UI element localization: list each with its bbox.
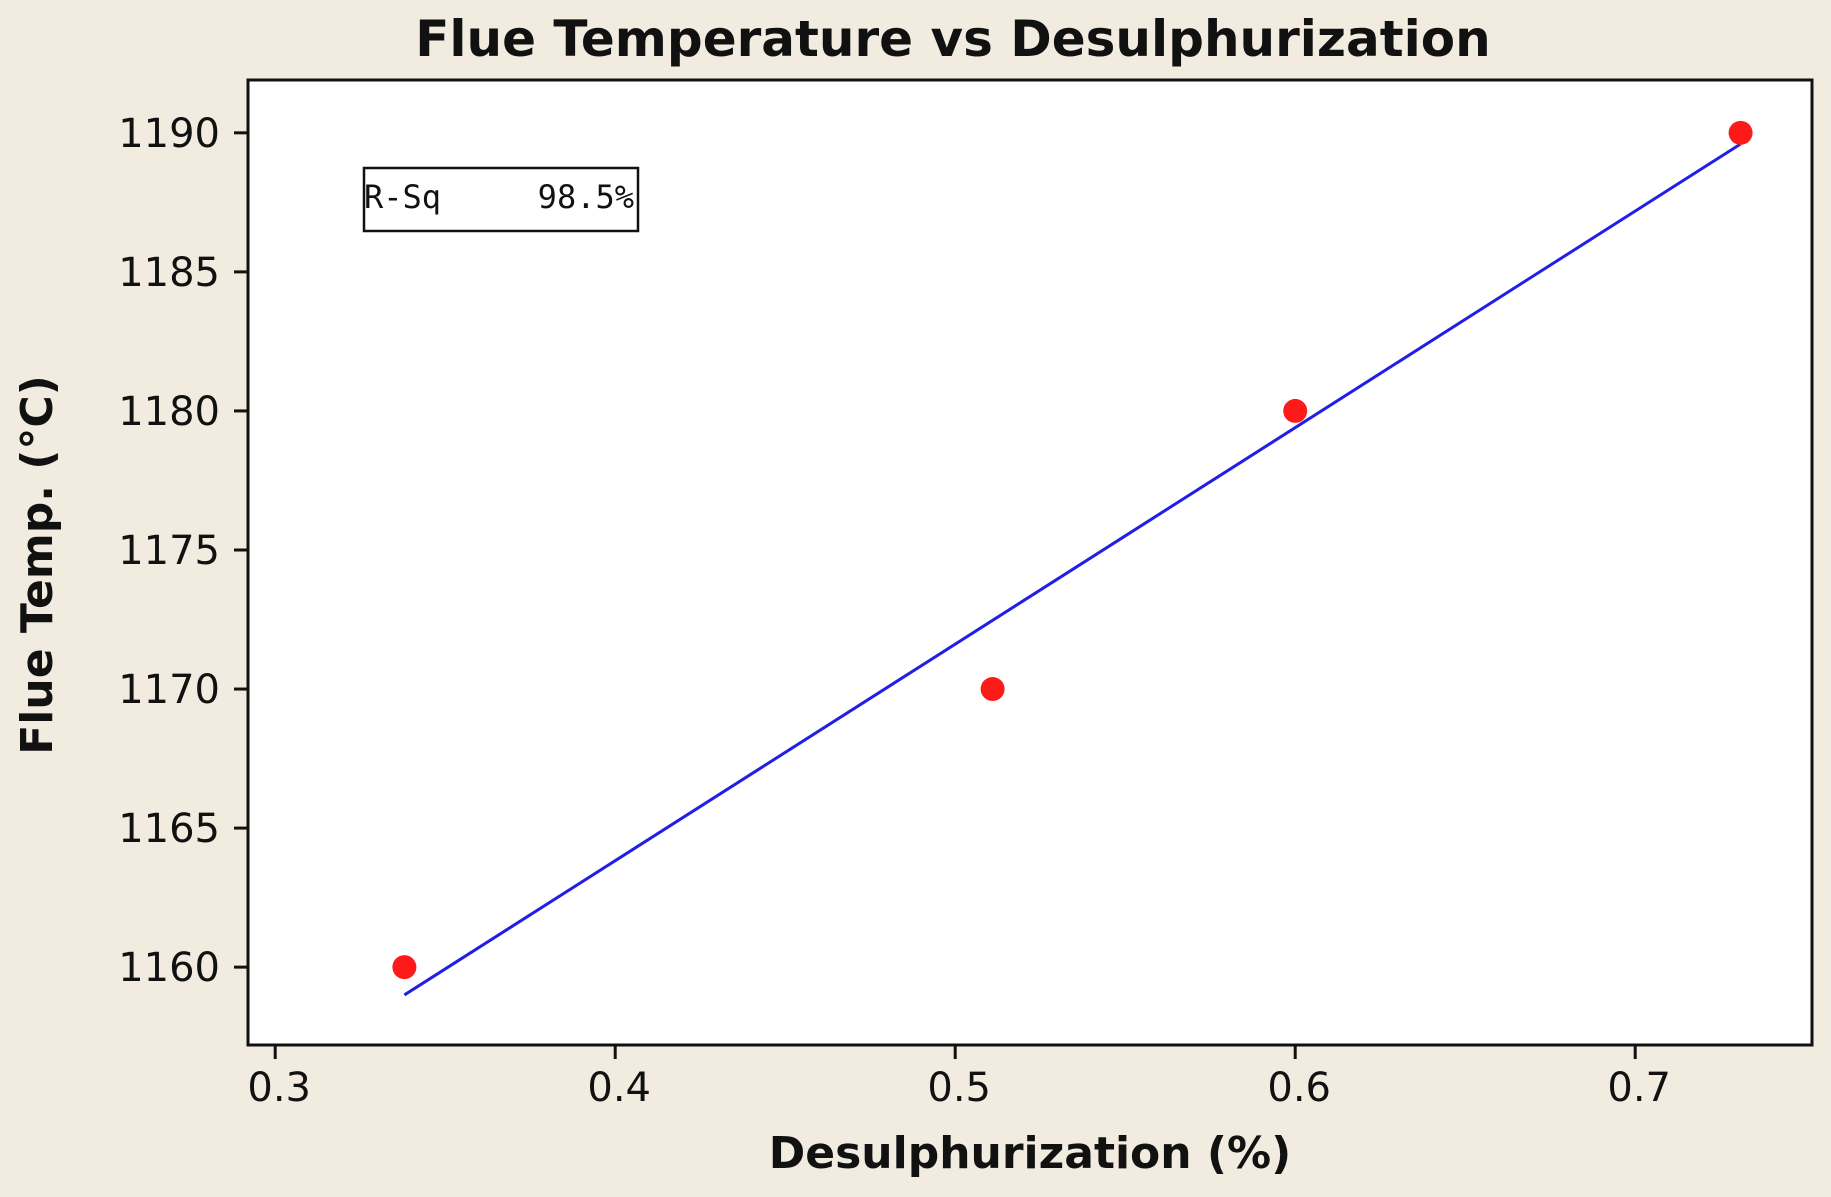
y-axis-ticks: 1160 1165 1170 1175 1180 1185 1190	[118, 111, 248, 991]
y-tick-label: 1165	[118, 806, 220, 852]
y-tick-label: 1180	[118, 389, 220, 435]
x-tick-label: 0.3	[247, 1065, 311, 1111]
y-tick-label: 1185	[118, 250, 220, 296]
data-point	[1728, 120, 1753, 145]
x-tick-label: 0.6	[1267, 1065, 1331, 1111]
data-point	[1283, 398, 1308, 423]
r-squared-box-frame	[362, 166, 640, 233]
r-squared-box: R-Sq 98.5%	[362, 166, 640, 233]
y-axis-title: Flue Temp. (°C)	[12, 375, 63, 755]
x-tick-label: 0.7	[1607, 1065, 1671, 1111]
y-tick-label: 1190	[118, 111, 220, 157]
chart-title: Flue Temperature vs Desulphurization	[415, 10, 1491, 68]
y-tick-label: 1170	[118, 667, 220, 713]
data-point	[980, 677, 1005, 702]
data-point	[392, 955, 417, 980]
x-tick-label: 0.5	[927, 1065, 991, 1111]
x-tick-label: 0.4	[587, 1065, 651, 1111]
r-squared-value: 98.5%	[538, 178, 634, 216]
x-axis-title: Desulphurization (%)	[769, 1128, 1291, 1179]
data-points	[392, 120, 1753, 980]
r-squared-label: R-Sq	[364, 178, 441, 216]
regression-line	[403, 142, 1742, 997]
y-tick-label: 1160	[118, 945, 220, 991]
y-tick-label: 1175	[118, 528, 220, 574]
plot-frame	[246, 78, 1814, 1047]
x-axis-ticks: 0.3 0.4 0.5 0.6 0.7	[247, 1045, 1671, 1111]
